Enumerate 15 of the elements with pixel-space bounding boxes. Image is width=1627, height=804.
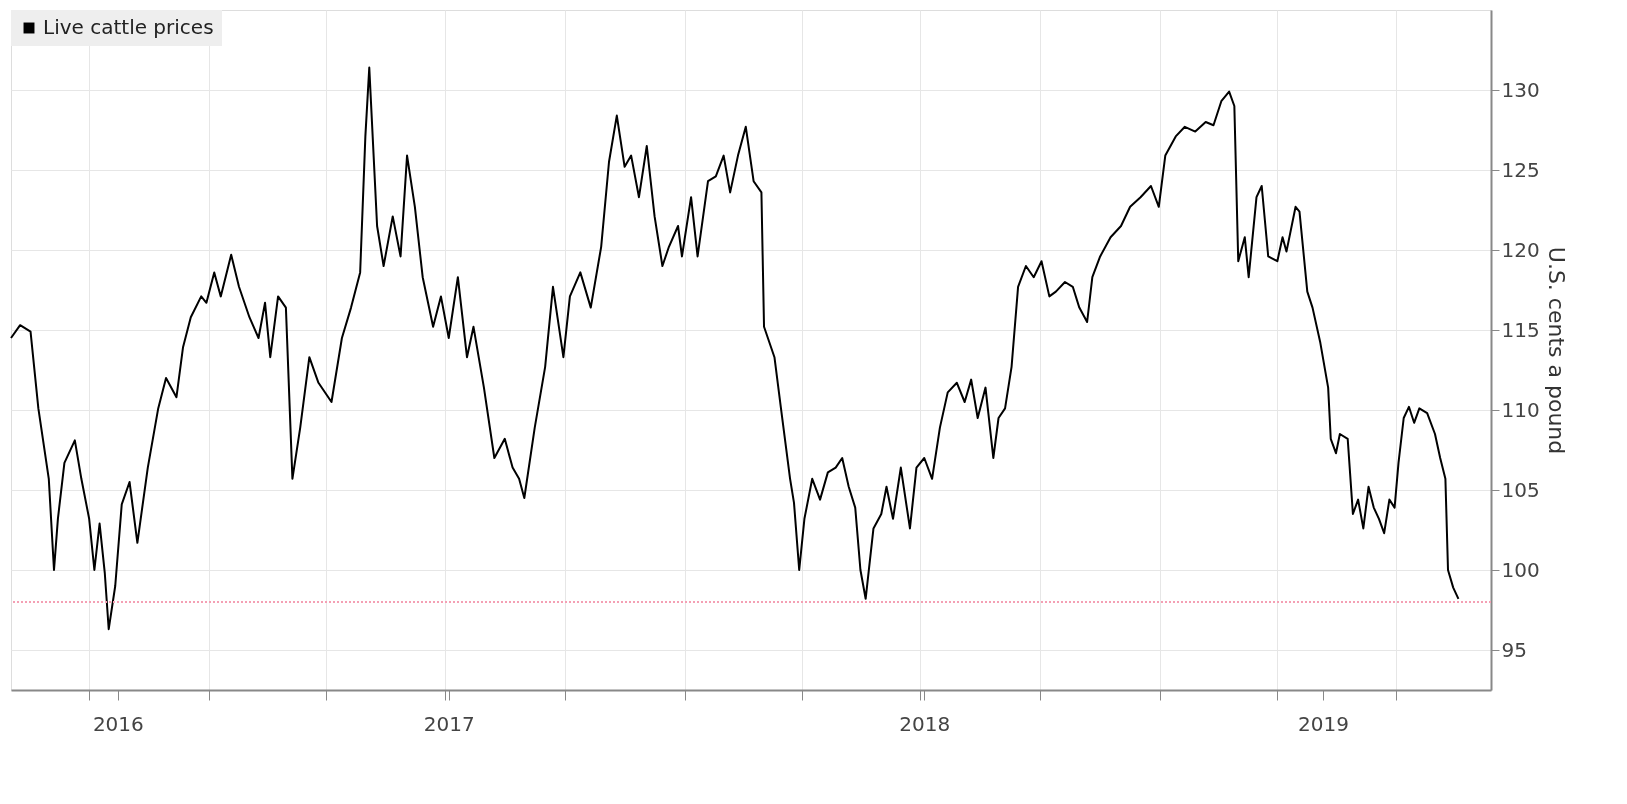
legend-label: Live cattle prices: [43, 15, 214, 39]
x-tick-label: 2017: [423, 711, 475, 736]
x-tick-label: 2019: [1297, 711, 1349, 736]
y-tick-label: 115: [1501, 317, 1540, 342]
line-series: [10, 66, 1460, 631]
y-tick-label: 95: [1501, 637, 1527, 662]
y-tick-label: 125: [1501, 157, 1540, 182]
y-tick-label: 130: [1501, 77, 1540, 102]
y-axis-title: U.S. cents a pound: [1543, 246, 1569, 455]
x-tick-label: 2016: [92, 711, 144, 736]
y-tick-label: 105: [1501, 477, 1540, 502]
y-tick-label: 110: [1501, 397, 1540, 422]
y-tick-label: 100: [1501, 557, 1540, 582]
x-tick-label: 2018: [899, 711, 951, 736]
y-tick-label: 120: [1501, 237, 1540, 262]
